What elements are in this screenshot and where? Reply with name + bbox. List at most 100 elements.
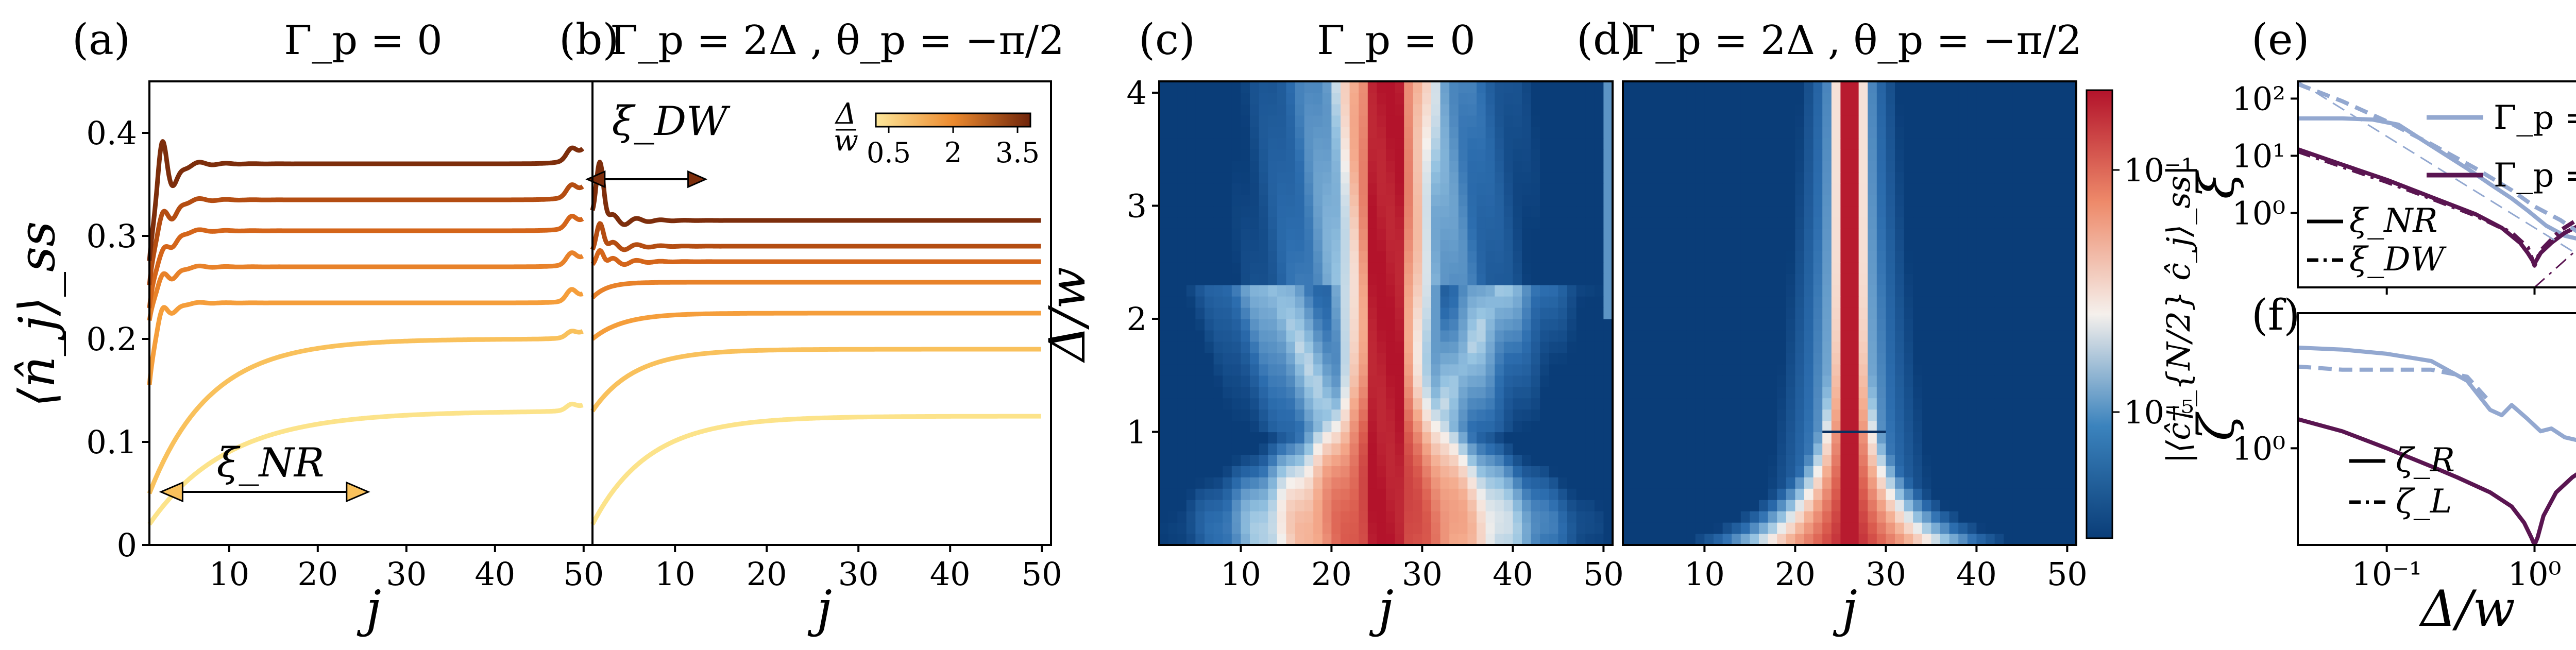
heatmap-cell (1732, 92, 1741, 105)
heatmap-cell (1714, 194, 1723, 207)
heatmap-cell (1286, 522, 1296, 534)
heatmap-cell (2049, 172, 2059, 184)
heatmap-cell (1359, 488, 1368, 500)
heatmap-cell (1522, 149, 1532, 161)
heatmap-cell (1304, 454, 1314, 466)
panel-c-label: (c) (1139, 15, 1195, 64)
heatmap-cell (1359, 375, 1368, 387)
heatmap-cell (1786, 466, 1795, 477)
heatmap-cell (1632, 296, 1641, 308)
heatmap-cell (1277, 149, 1286, 161)
heatmap-cell (1603, 126, 1613, 139)
heatmap-cell (1876, 375, 1886, 387)
heatmap-cell (1359, 262, 1368, 274)
heatmap-cell (1632, 92, 1641, 105)
heatmap-cell (1231, 172, 1241, 184)
heatmap-cell (1195, 273, 1205, 285)
heatmap-cell (1395, 138, 1404, 150)
heatmap-cell (1277, 183, 1286, 195)
heatmap-cell (1440, 307, 1450, 319)
heatmap-cell (1632, 500, 1641, 511)
heatmap-cell (1668, 160, 1678, 173)
heatmap-cell (1377, 92, 1386, 105)
heatmap-cell (1322, 330, 1332, 342)
heatmap-cell (1668, 352, 1678, 365)
heatmap-cell (1886, 409, 1895, 421)
heatmap-cell (2040, 341, 2049, 353)
heatmap-cell (1168, 160, 1178, 173)
heatmap-cell (1558, 534, 1568, 545)
heatmap-cell (2012, 115, 2022, 127)
heatmap-cell (2022, 115, 2031, 127)
heatmap-cell (1250, 217, 1260, 229)
heatmap-cell (1449, 375, 1459, 387)
heatmap-cell (1259, 92, 1268, 105)
heatmap-cell (1958, 273, 1968, 285)
heatmap-cell (1313, 488, 1323, 500)
heatmap-cell (1931, 228, 1941, 240)
heatmap-cell (1449, 398, 1459, 410)
xi-dw-label: ξ_DW (612, 98, 731, 145)
heatmap-cell (1986, 318, 1995, 331)
heatmap-cell (1768, 477, 1777, 489)
heatmap-cell (1558, 511, 1568, 523)
heatmap-cell (1668, 454, 1678, 466)
heatmap-cell (2012, 81, 2022, 93)
heatmap-cell (1549, 420, 1558, 433)
heatmap-cell (2004, 183, 2013, 195)
heatmap-cell (1377, 138, 1386, 150)
heatmap-cell (1268, 318, 1278, 331)
heatmap-cell (1868, 251, 1877, 263)
heatmap-cell (2022, 534, 2031, 545)
heatmap-cell (1440, 511, 1450, 523)
heatmap-cell (1641, 273, 1651, 285)
heatmap-cell (1331, 386, 1341, 399)
heatmap-cell (1868, 206, 1877, 218)
heatmap-cell (2049, 341, 2059, 353)
heatmap-cell (1349, 511, 1359, 523)
heatmap-cell (1250, 500, 1260, 511)
heatmap-cell (1213, 341, 1223, 353)
heatmap-cell (1341, 228, 1350, 240)
heatmap-cell (1686, 217, 1696, 229)
heatmap-cell (1831, 375, 1841, 387)
heatmap-cell (1522, 240, 1532, 251)
heatmap-cell (1195, 149, 1205, 161)
heatmap-cell (1650, 466, 1659, 477)
heatmap-cell (1576, 81, 1586, 93)
heatmap-cell (1686, 375, 1696, 387)
heatmap-cell (1594, 318, 1604, 331)
heatmap-cell (1813, 432, 1823, 444)
heatmap-cell (1858, 522, 1868, 534)
heatmap-cell (1949, 160, 1959, 173)
heatmap-cell (1886, 511, 1895, 523)
heatmap-cell (1931, 443, 1941, 455)
series-e-4 (2298, 149, 2576, 268)
heatmap-cell (1467, 206, 1477, 218)
heatmap-cell (1567, 217, 1577, 229)
heatmap-cell (1704, 240, 1714, 251)
heatmap-cell (1540, 398, 1550, 410)
heatmap-cell (2004, 500, 2013, 511)
heatmap-cell (1967, 285, 1977, 297)
heatmap-cell (1850, 409, 1859, 421)
heatmap-cell (1549, 488, 1558, 500)
heatmap-cell (1195, 138, 1205, 150)
heatmap-cell (1603, 228, 1613, 240)
heatmap-cell (1967, 386, 1977, 399)
heatmap-cell (1422, 240, 1432, 251)
heatmap-cell (2040, 251, 2049, 263)
heatmap-cell (1704, 454, 1714, 466)
heatmap-cell (1549, 522, 1558, 534)
heatmap-cell (1458, 228, 1468, 240)
heatmap-cell (1850, 273, 1859, 285)
heatmap-cell (1440, 318, 1450, 331)
heatmap-cell (1677, 149, 1687, 161)
heatmap-cell (1858, 81, 1868, 93)
panel-e-y-tick-label: 10² (2232, 80, 2285, 117)
heatmap-cell (1594, 341, 1604, 353)
heatmap-cell (1858, 511, 1868, 523)
heatmap-cell (1413, 273, 1422, 285)
heatmap-cell (1958, 104, 1968, 116)
heatmap-cell (1531, 488, 1540, 500)
